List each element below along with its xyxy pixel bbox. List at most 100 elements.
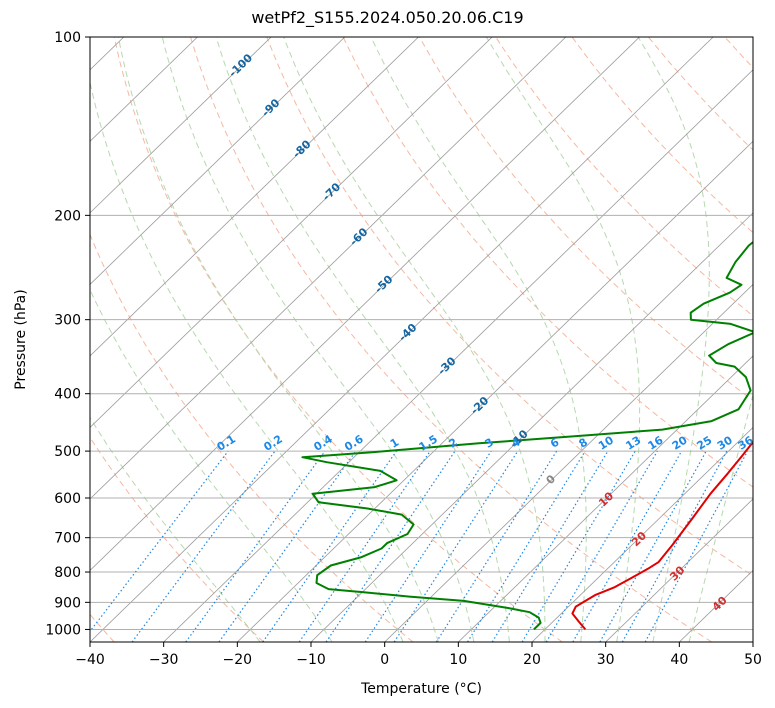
mixing-ratio-line xyxy=(218,450,357,642)
y-tick-label: 300 xyxy=(54,313,81,329)
moist-adiabat xyxy=(485,37,641,642)
dry-adiabat xyxy=(724,37,753,69)
isotherm-line xyxy=(458,355,753,642)
isotherm-line xyxy=(237,140,753,642)
mixing-ratio-label: 0.6 xyxy=(342,432,366,454)
mixing-ratio-label: 13 xyxy=(623,434,643,453)
moist-adiabat xyxy=(117,37,439,642)
moist-adiabat xyxy=(688,392,753,642)
mixing-ratio-line xyxy=(90,450,229,633)
moist-adiabat-label: 10 xyxy=(596,489,616,509)
chart-title: wetPf2_S155.2024.050.20.06.C19 xyxy=(251,8,524,27)
moist-adiabat xyxy=(370,37,587,642)
mixing-ratio-line xyxy=(644,450,749,642)
isotherm-line xyxy=(90,37,640,572)
isotherm-line xyxy=(90,37,272,214)
x-tick-label: −10 xyxy=(296,652,326,668)
isotherm-label: -30 xyxy=(435,354,459,377)
isotherm-line xyxy=(90,37,567,500)
mixing-ratio-label: 16 xyxy=(646,433,666,452)
moist-adiabat xyxy=(283,37,546,642)
plot-frame xyxy=(89,36,754,643)
isotherm-line xyxy=(531,426,753,642)
mixing-ratio-line xyxy=(572,450,683,642)
mixing-ratio-line xyxy=(466,450,586,642)
moist-adiabat xyxy=(90,416,261,642)
data-series xyxy=(301,240,753,631)
mixing-ratio-line xyxy=(262,450,397,642)
x-tick-label: 10 xyxy=(449,652,467,668)
mixing-ratio-label: 10 xyxy=(596,433,616,452)
isotherm-label: -70 xyxy=(320,180,344,203)
isotherm-line xyxy=(90,37,419,357)
dry-adiabat xyxy=(90,436,264,642)
isotherm-label: -40 xyxy=(396,321,420,344)
y-tick-label: 1000 xyxy=(45,622,81,638)
moist-adiabat-label: 30 xyxy=(667,563,687,583)
mixing-ratio-line xyxy=(491,450,609,642)
mixing-ratio-line xyxy=(185,450,326,642)
mixing-ratio-line xyxy=(545,450,658,642)
x-tick-label: 50 xyxy=(744,652,762,668)
x-axis-label: Temperature (°C) xyxy=(360,681,482,697)
moist-adiabat xyxy=(161,37,475,642)
x-tick-label: −40 xyxy=(75,652,105,668)
y-tick-label: 900 xyxy=(54,595,81,611)
dry-adiabat xyxy=(90,233,414,642)
dry-adiabat xyxy=(571,37,753,234)
mixing-ratio-label: 2 xyxy=(446,436,459,451)
isotherm-line xyxy=(90,37,346,285)
isotherm-line xyxy=(605,498,753,642)
moist-adiabat xyxy=(637,37,710,642)
temperature-line xyxy=(571,440,753,631)
y-axis-label: Pressure (hPa) xyxy=(13,289,29,389)
mixing-ratio-label: 25 xyxy=(694,434,714,453)
y-tick-label: 700 xyxy=(54,531,81,547)
y-tick-label: 600 xyxy=(54,491,81,507)
x-tick-label: 0 xyxy=(380,652,389,668)
y-tick-label: 500 xyxy=(54,444,81,460)
mixing-ratio-line xyxy=(131,450,276,642)
in-plot-labels: -100-90-80-70-60-50-40-30-20-1000.1 0.2 0.… xyxy=(215,51,756,614)
mixing-ratio-line xyxy=(435,450,558,642)
isotherm-label: 0 xyxy=(544,472,559,487)
y-tick-label: 800 xyxy=(54,565,81,581)
dewpoint-line xyxy=(301,240,753,631)
isotherm-line xyxy=(163,69,753,642)
moist-adiabat xyxy=(215,37,510,642)
moist-adiabat-label: 40 xyxy=(710,594,730,614)
moist-adiabat xyxy=(90,288,333,642)
y-tick-label: 400 xyxy=(54,387,81,403)
mixing-ratio-line xyxy=(621,450,728,642)
moist-adiabat xyxy=(90,80,404,642)
isotherm-line xyxy=(310,212,753,642)
mixing-ratio-line xyxy=(521,450,636,642)
dry-adiabat xyxy=(495,37,753,317)
x-tick-label: 30 xyxy=(597,652,615,668)
x-tick-label: −20 xyxy=(223,652,253,668)
y-tick-label: 200 xyxy=(54,208,81,224)
isotherm-line xyxy=(90,37,198,142)
isotherm-label: -20 xyxy=(468,394,492,417)
mixing-ratio-line xyxy=(599,450,707,642)
mixing-ratio-line xyxy=(393,450,519,642)
x-tick-label: 20 xyxy=(523,652,541,668)
dry-adiabat xyxy=(266,37,753,577)
isotherm-line xyxy=(90,37,493,428)
axes: −40 −30 −20 −10 0 10 20 30 40 5010020030040050060… xyxy=(13,30,762,697)
mixing-ratio-label: 30 xyxy=(715,433,735,452)
mixing-ratio-label: 20 xyxy=(670,433,690,452)
mixing-ratio-line xyxy=(298,450,431,642)
isotherm-label: -50 xyxy=(372,272,396,295)
y-tick-label: 100 xyxy=(54,30,81,46)
isotherm-line xyxy=(752,641,753,642)
isotherm-label: -90 xyxy=(259,96,283,119)
x-tick-label: −30 xyxy=(149,652,179,668)
isotherm-line xyxy=(384,283,753,642)
dry-adiabat xyxy=(190,37,712,642)
isotherm-label: -80 xyxy=(290,137,314,160)
background-lines xyxy=(90,37,753,642)
isotherm-label: -100 xyxy=(226,51,255,80)
isotherm-label: -60 xyxy=(347,225,371,248)
